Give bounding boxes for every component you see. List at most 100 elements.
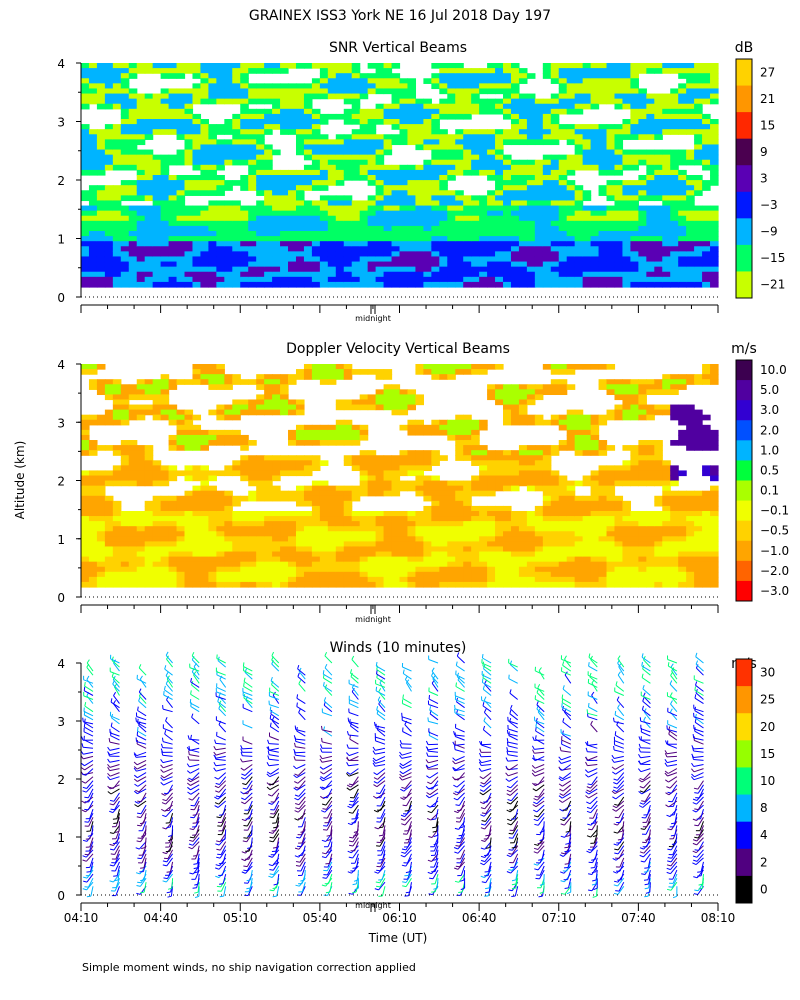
field-cell [335, 215, 345, 222]
field-cell [542, 261, 552, 268]
field-cell [272, 119, 281, 125]
field-cell [144, 241, 154, 247]
field-cell [455, 93, 464, 100]
field-cell [295, 231, 305, 237]
field-cell [606, 134, 616, 140]
field-cell [471, 369, 480, 375]
field-cell [256, 571, 265, 578]
field-cell [184, 108, 194, 115]
field-cell [407, 389, 417, 396]
field-cell [295, 139, 305, 146]
field-cell [662, 256, 671, 263]
field-cell [176, 379, 186, 385]
field-cell [614, 164, 624, 171]
field-cell [598, 261, 608, 268]
field-cell [463, 78, 472, 84]
field-cell [399, 409, 409, 416]
field-cell [415, 369, 424, 375]
field-cell [256, 185, 265, 191]
field-cell [510, 93, 520, 100]
field-cell [359, 215, 369, 222]
field-cell [104, 505, 114, 512]
field-cell [479, 419, 488, 426]
field-cell [710, 210, 719, 217]
field-cell [574, 276, 584, 283]
field-cell [272, 281, 281, 288]
field-cell [558, 440, 568, 446]
field-cell [471, 521, 480, 527]
field-cell [479, 571, 488, 578]
field-cell [670, 159, 679, 166]
field-cell [614, 190, 624, 196]
field-cell [176, 241, 186, 247]
field-cell [184, 495, 194, 502]
field-cell [152, 266, 162, 273]
field-cell [351, 220, 361, 227]
field-cell [104, 475, 114, 482]
field-cell [558, 369, 568, 375]
field-cell [391, 164, 401, 171]
field-cell [192, 434, 202, 441]
field-cell [160, 409, 170, 416]
field-cell [112, 73, 122, 79]
field-cell [303, 236, 313, 242]
field-cell [558, 495, 568, 502]
field-cell [590, 88, 600, 95]
field-cell [128, 581, 138, 588]
field-cell [399, 251, 409, 258]
field-cell [160, 475, 170, 482]
field-cell [248, 246, 257, 252]
field-cell [128, 63, 138, 69]
field-cell [303, 119, 313, 125]
field-cell [447, 68, 456, 74]
field-cell [479, 364, 488, 370]
field-cell [232, 68, 241, 74]
field-cell [463, 205, 472, 212]
field-cell [598, 164, 608, 171]
field-cell [248, 521, 257, 527]
field-cell [248, 98, 257, 105]
field-cell [335, 154, 345, 161]
field-cell [606, 88, 616, 95]
field-cell [200, 281, 209, 288]
field-cell [343, 220, 353, 227]
field-cell [120, 134, 130, 140]
field-cell [487, 394, 496, 401]
field-cell [160, 154, 170, 161]
field-cell [343, 576, 353, 583]
field-cell [542, 500, 552, 507]
field-cell [224, 144, 233, 151]
field-cell [407, 510, 417, 517]
field-cell [558, 556, 568, 563]
field-cell [463, 364, 472, 370]
field-cell [136, 256, 146, 263]
field-cell [232, 231, 241, 237]
field-cell [550, 531, 560, 537]
field-cell [558, 551, 568, 558]
field-cell [295, 241, 305, 247]
field-cell [463, 480, 472, 487]
field-cell [439, 210, 448, 217]
field-cell [566, 480, 576, 487]
field-cell [152, 556, 162, 563]
field-cell [200, 164, 209, 171]
field-cell [256, 384, 265, 390]
field-cell [455, 205, 464, 212]
field-cell [112, 521, 122, 527]
field-cell [192, 98, 202, 105]
field-cell [495, 581, 504, 588]
field-cell [503, 389, 512, 396]
field-cell [152, 200, 162, 207]
field-cell [415, 241, 424, 247]
field-cell [518, 536, 528, 542]
field-cell [503, 180, 512, 186]
field-cell [327, 276, 337, 283]
field-cell [168, 414, 178, 421]
field-cell [383, 113, 393, 120]
field-cell [431, 581, 440, 588]
field-cell [510, 220, 520, 227]
field-cell [81, 485, 90, 492]
field-cell [407, 566, 417, 573]
field-cell [534, 475, 544, 482]
field-cell [136, 185, 146, 191]
